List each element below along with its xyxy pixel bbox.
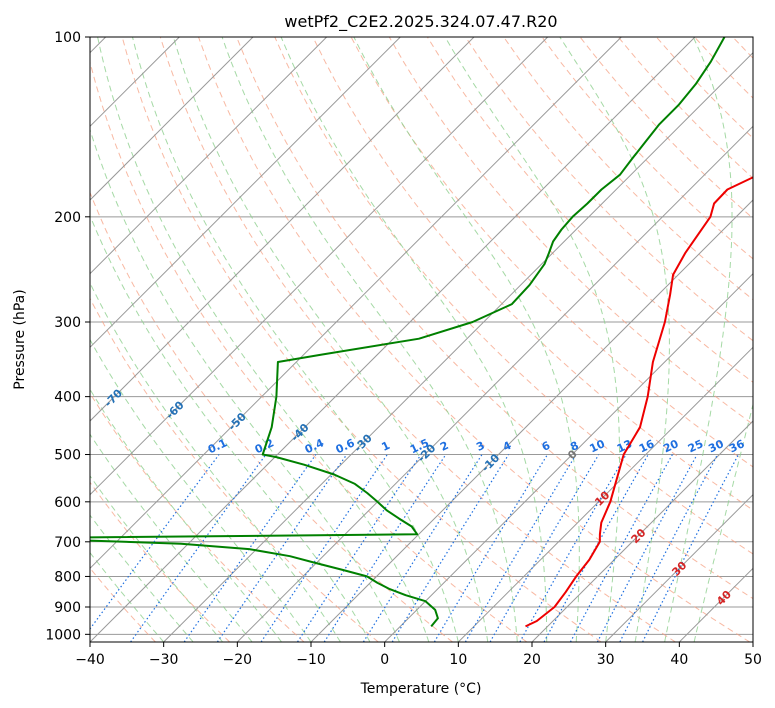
moist-adiabat-line [559,37,670,642]
isotherm-line [163,51,753,642]
moist-adiabat-line [90,128,400,642]
x-tick-label: 20 [523,652,541,668]
x-tick-label: 40 [670,652,688,668]
isotherm-line [90,37,696,642]
dry-adiabat-line [90,392,305,642]
x-tick-label: 0 [380,652,389,668]
moist-adiabat-line [693,402,753,642]
dry-adiabat-line [350,37,753,468]
dry-adiabat-line [90,191,453,642]
mixing-ratio-label: 25 [686,437,705,455]
moist-adiabat-line [221,37,518,642]
x-tick-label: −10 [296,652,326,668]
dry-adiabat-line [90,60,528,642]
mixing-ratio-line [433,454,549,642]
y-tick-label: 300 [54,315,81,331]
moist-adiabat-line [90,514,194,642]
background-lines [90,37,775,642]
mixing-ratio-line [216,454,348,642]
y-tick-label: 200 [54,210,81,226]
moist-adiabat-line [90,214,371,642]
plot-area [90,37,753,642]
mixing-ratio-line [596,454,698,642]
isotherm-line [90,37,254,201]
y-tick-label: 1000 [45,627,81,643]
dry-adiabat-line [388,37,753,425]
x-axis-ticks: −40 −30 −20 −10 0 10 20 30 40 50 [75,642,762,668]
mixing-ratio-line [90,454,220,630]
isotherm-line [90,37,401,349]
isotherm-line [90,37,328,275]
dry-adiabat-line [465,37,753,342]
moist-adiabat-line [90,475,223,642]
y-axis-ticks: 100 200 300 400 500 600 700 800 900 1000 [45,30,90,643]
moist-adiabat-line [97,37,430,642]
dry-adiabat-line [274,37,753,555]
moist-adiabat-line [90,433,253,642]
isotherm-line [90,37,475,422]
y-tick-label: 700 [54,535,81,551]
mixing-ratio-label: 20 [661,437,681,455]
mixing-ratio-line [569,454,673,642]
isotherm-line [384,272,753,642]
mixing-ratio-line [464,454,577,642]
x-tick-label: −20 [223,652,253,668]
moist-adiabat-line [90,551,165,642]
moist-adiabat-line [90,281,341,642]
mixing-ratio-line [519,454,627,642]
isotherm-line [90,37,549,496]
y-tick-label: 100 [54,30,81,46]
y-tick-label: 800 [54,569,81,585]
x-tick-label: 50 [744,652,762,668]
mixing-ratio-line [130,454,267,642]
sounding-profiles [90,37,753,628]
mixing-ratio-line [260,454,388,642]
mixing-ratio-line [489,454,600,642]
moist-adiabat-line [664,37,733,642]
isotherm-line [752,641,753,642]
dry-adiabat-line [426,37,753,383]
mixing-ratio-label: 10 [588,437,608,455]
y-axis-label: Pressure (hPa) [12,289,28,389]
mixing-ratio-line [323,454,447,642]
moist-adiabat-line [132,37,459,642]
x-tick-label: 30 [597,652,615,668]
moist-adiabat-line [353,37,580,642]
mixing-ratio-label: 36 [727,437,747,455]
dry-adiabat-line [312,37,753,511]
isotherm-line [531,420,753,642]
dewpoint-profile-line [90,37,726,628]
isotherm-line [310,199,753,642]
x-tick-label: 10 [449,652,467,668]
isotherm-line [457,346,753,642]
y-tick-label: 600 [54,495,81,511]
mixing-ratio-label: 30 [706,437,726,455]
y-tick-label: 500 [54,448,81,464]
dry-adiabat-line [771,37,775,642]
chart-title: wetPf2_C2E2.2025.324.07.47.R20 [284,12,557,32]
isotherm-line [605,493,753,642]
dry-adiabat-line [90,297,379,642]
isotherm-line [236,125,753,642]
dry-adiabat-line [121,37,602,642]
y-tick-label: 400 [54,390,81,406]
mixing-ratio-line [296,454,422,642]
moist-adiabat-line [280,37,548,642]
moist-adiabat-line [90,388,282,642]
temperature-profile-line [525,176,753,628]
y-tick-label: 900 [54,600,81,616]
x-tick-label: −30 [149,652,179,668]
moist-adiabat-line [172,37,489,642]
plot-frame [89,36,754,643]
mixing-ratio-label: 13 [615,437,634,455]
mixing-ratio-label: 16 [637,437,657,455]
moist-adiabat-line [444,37,620,642]
dry-adiabat-line [159,37,676,642]
x-axis-label: Temperature (°C) [360,681,482,697]
mixing-ratio-line [183,454,317,642]
x-tick-label: −40 [75,652,105,668]
